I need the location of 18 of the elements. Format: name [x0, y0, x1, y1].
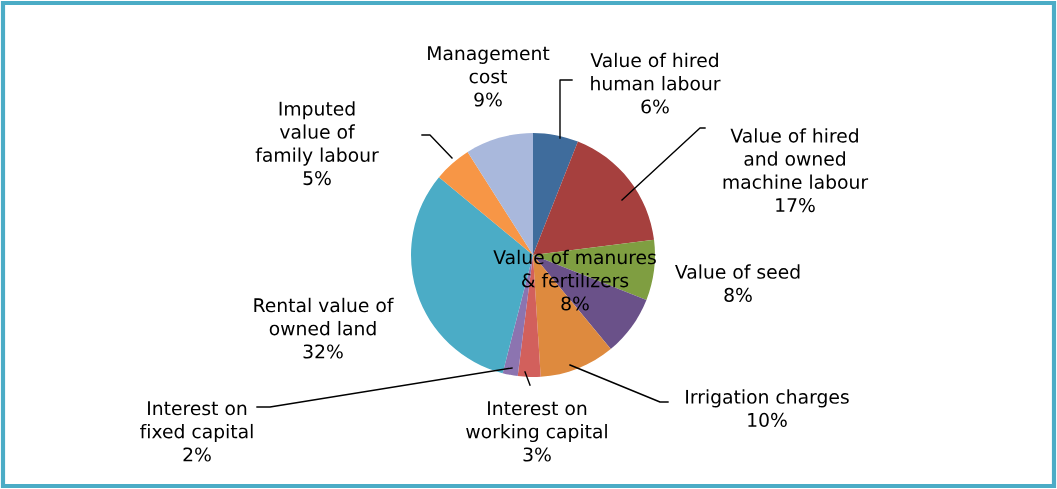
slice-label: Irrigation charges	[686, 389, 849, 408]
slice-label: Value of seed	[675, 264, 800, 279]
slice-label: Interest on fixed capital	[140, 401, 253, 443]
slice-label: Imputed value of family labour	[255, 101, 379, 166]
slice-label: Value of hired and owned machine labour	[723, 128, 869, 190]
slice-label: Management cost	[428, 46, 550, 84]
data-label: 2%	[183, 447, 211, 462]
data-label: 5%	[303, 170, 331, 186]
data-label: 17%	[776, 197, 815, 213]
data-label: 10%	[748, 412, 787, 428]
data-label: 3%	[523, 447, 551, 462]
slice-label: Value of hired human labour	[590, 52, 721, 91]
data-label: 8%	[724, 287, 752, 303]
slice-label: Interest on working capital	[466, 401, 607, 443]
data-label: 6%	[641, 99, 669, 114]
slice-label: Rental value of owned land	[254, 297, 394, 336]
data-label: 9%	[474, 92, 502, 107]
data-label: 32%	[303, 344, 343, 359]
